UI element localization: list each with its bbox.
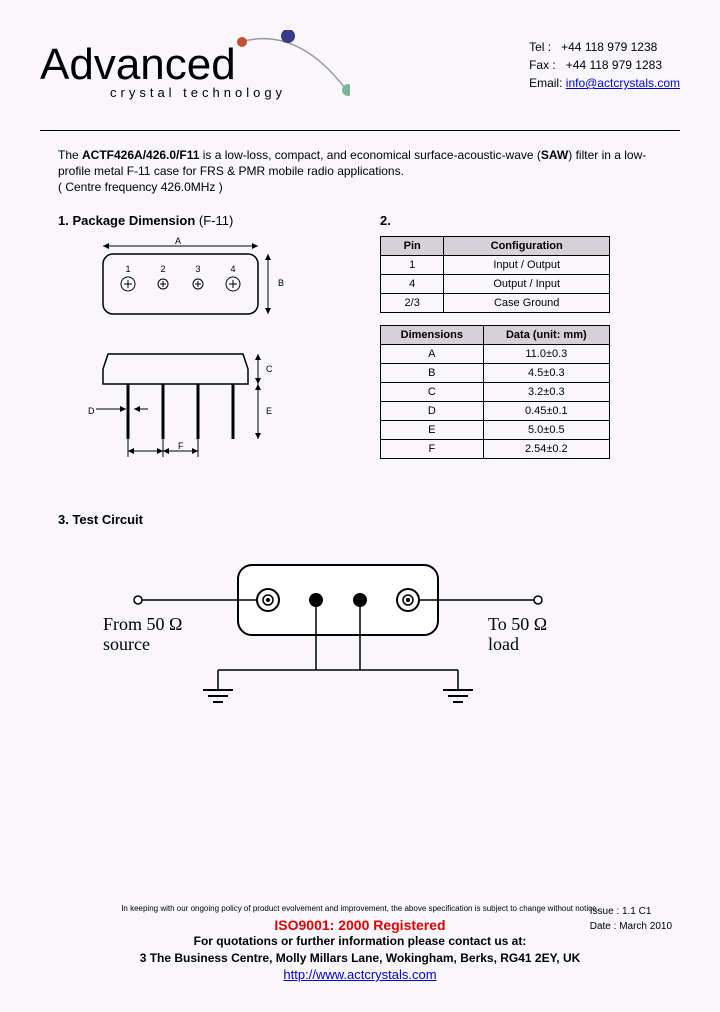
svg-text:To 50 Ω: To 50 Ω [488,614,547,634]
package-top-view-icon: A 1 2 3 4 B [58,236,288,336]
table-row: 2/3Case Ground [381,294,610,313]
contact-line2: 3 The Business Centre, Molly Millars Lan… [0,950,720,967]
iso-text: ISO9001: 2000 Registered [0,917,720,933]
svg-text:4: 4 [230,264,235,274]
svg-text:C: C [266,364,273,374]
saw-bold: SAW [541,148,568,162]
table-row: B4.5±0.3 [381,364,610,383]
contact-block: Tel : +44 118 979 1238 Fax : +44 118 979… [529,38,680,92]
table-row: 4Output / Input [381,275,610,294]
table-row: 1Input / Output [381,256,610,275]
dimensions-table: DimensionsData (unit: mm) A11.0±0.3 B4.5… [380,325,610,459]
footer: In keeping with our ongoing policy of pr… [0,904,720,982]
tel-value: +44 118 979 1238 [561,40,657,54]
section3-title: 3. Test Circuit [58,512,662,527]
svg-text:1: 1 [125,264,130,274]
intro-prefix: The [58,148,82,162]
svg-text:2: 2 [160,264,165,274]
logo-subtext: crystal technology [110,85,286,100]
tel-label: Tel : [529,40,551,54]
table-row: E5.0±0.5 [381,421,610,440]
header: Advanced crystal technology Tel : +44 11… [40,30,680,120]
divider [40,130,680,131]
svg-text:F: F [178,441,184,451]
svg-text:A: A [175,236,181,246]
svg-text:3: 3 [195,264,200,274]
pin-header: Pin [381,237,444,256]
tables-column: 2. PinConfiguration 1Input / Output 4Out… [380,213,662,472]
section2-title: 2. [380,213,662,228]
part-number: ACTF426A/426.0/F11 [82,148,199,162]
email-link[interactable]: info@actcrystals.com [566,76,680,90]
config-header: Configuration [444,237,610,256]
fax-value: +44 118 979 1283 [566,58,662,72]
svg-text:B: B [278,278,284,288]
intro-t3: ( Centre frequency 426.0MHz ) [58,180,223,194]
svg-text:source: source [103,634,150,654]
test-circuit-section: 3. Test Circuit From 50 Ω source To 50 Ω [58,512,662,738]
data-header: Data (unit: mm) [483,326,609,345]
svg-text:D: D [88,406,95,416]
email-label: Email: [529,76,562,90]
table-row: C3.2±0.3 [381,383,610,402]
pin-table: PinConfiguration 1Input / Output 4Output… [380,236,610,313]
s1-suffix: (F-11) [195,213,233,228]
table-row: A11.0±0.3 [381,345,610,364]
intro-t1: is a low-loss, compact, and economical s… [199,148,540,162]
test-circuit-icon: From 50 Ω source To 50 Ω load [58,535,618,735]
website-link[interactable]: http://www.actcrystals.com [283,967,436,982]
svg-text:From 50 Ω: From 50 Ω [103,614,182,634]
fax-label: Fax : [529,58,556,72]
content-row: 1. Package Dimension (F-11) A 1 2 3 4 B [58,213,662,472]
intro-text: The ACTF426A/426.0/F11 is a low-loss, co… [58,147,662,195]
dim-header: Dimensions [381,326,484,345]
package-column: 1. Package Dimension (F-11) A 1 2 3 4 B [58,213,340,472]
svg-text:E: E [266,406,272,416]
s1-title-bold: 1. Package Dimension [58,213,195,228]
svg-text:load: load [488,634,519,654]
package-side-view-icon: C E D F [58,339,288,469]
table-row: D0.45±0.1 [381,402,610,421]
logo-text: Advanced [40,40,286,90]
logo: Advanced crystal technology [40,30,340,120]
table-row: F2.54±0.2 [381,440,610,459]
contact-line1: For quotations or further information pl… [0,933,720,950]
disclaimer: In keeping with our ongoing policy of pr… [0,904,720,913]
section1-title: 1. Package Dimension (F-11) [58,213,340,228]
